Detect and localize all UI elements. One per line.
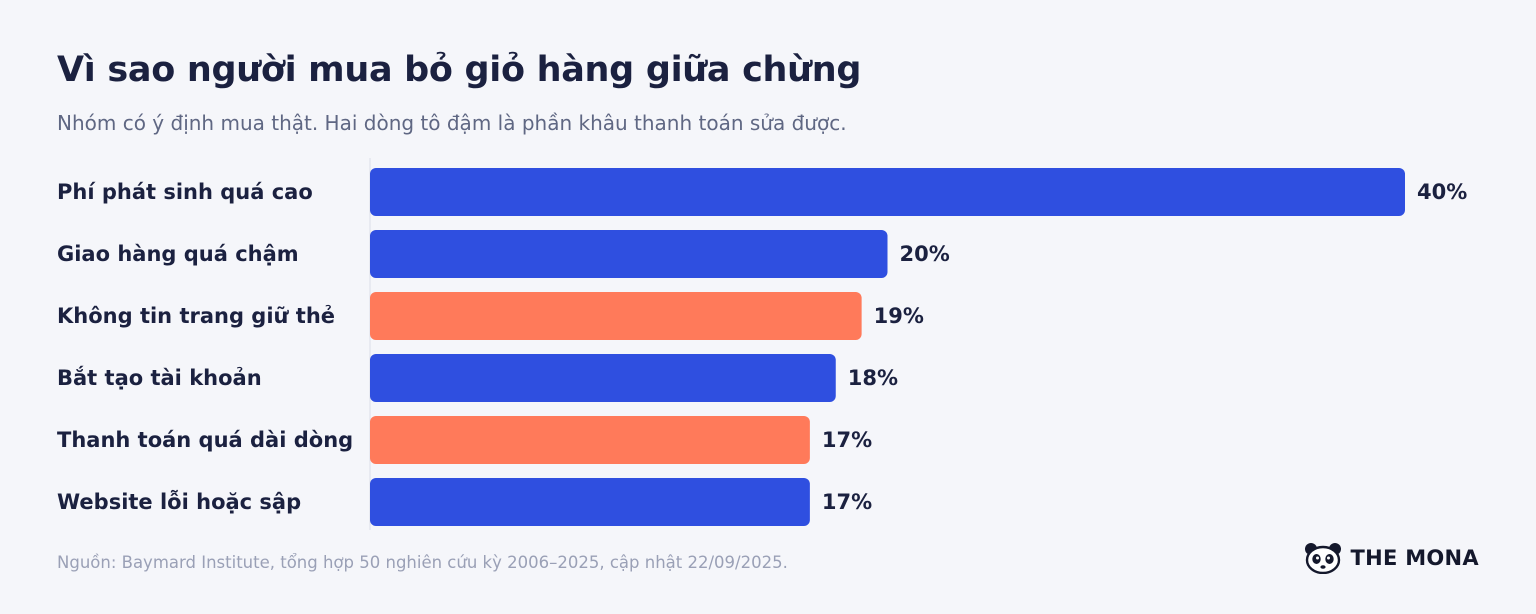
- bar: [370, 354, 836, 402]
- panda-icon: [1305, 543, 1342, 574]
- chart-subtitle: Nhóm có ý định mua thật. Hai dòng tô đậm…: [57, 111, 847, 135]
- chart-title: Vì sao người mua bỏ giỏ hàng giữa chừng: [57, 50, 862, 90]
- bar: [370, 230, 888, 278]
- brand-name: THE MONA: [1350, 546, 1479, 570]
- category-label: Thanh toán quá dài dòng: [57, 428, 353, 452]
- bar: [370, 168, 1405, 216]
- brand-logo: THE MONA: [1304, 542, 1479, 574]
- bar: [370, 478, 810, 526]
- value-label: 17%: [822, 428, 872, 452]
- value-label: 19%: [874, 304, 924, 328]
- bar: [370, 416, 810, 464]
- category-label: Phí phát sinh quá cao: [57, 180, 313, 204]
- value-label: 40%: [1417, 180, 1467, 204]
- value-label: 17%: [822, 490, 872, 514]
- value-label: 20%: [900, 242, 950, 266]
- source-note: Nguồn: Baymard Institute, tổng hợp 50 ng…: [57, 553, 788, 572]
- category-label: Không tin trang giữ thẻ: [57, 304, 335, 328]
- category-label: Website lỗi hoặc sập: [57, 490, 301, 514]
- bar: [370, 292, 862, 340]
- value-label: 18%: [848, 366, 898, 390]
- category-label: Giao hàng quá chậm: [57, 242, 299, 266]
- category-label: Bắt tạo tài khoản: [57, 365, 262, 390]
- bars-layer: Phí phát sinh quá cao 40% Giao hàng quá ch…: [57, 168, 1467, 526]
